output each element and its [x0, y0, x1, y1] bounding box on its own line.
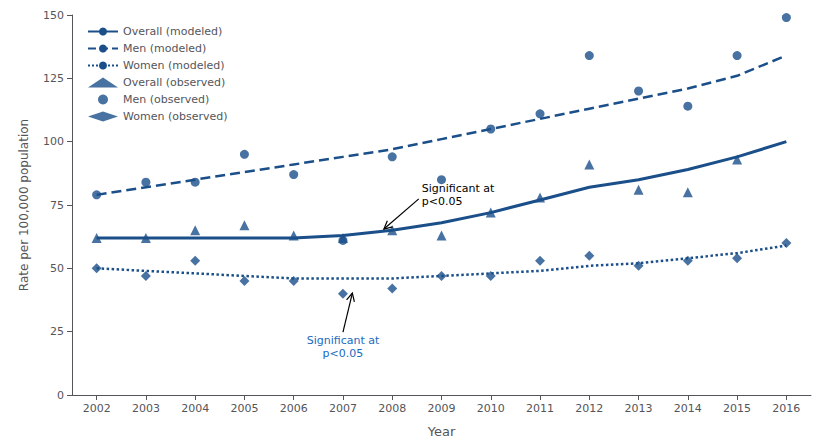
svg-text:2006: 2006 — [280, 402, 308, 415]
svg-text:Women (modeled): Women (modeled) — [123, 59, 225, 72]
svg-text:75: 75 — [50, 199, 64, 212]
svg-text:Significant at: Significant at — [307, 334, 380, 347]
svg-text:0: 0 — [57, 389, 64, 402]
svg-text:Overall (observed): Overall (observed) — [123, 76, 225, 89]
svg-text:Year: Year — [427, 424, 456, 439]
svg-text:2007: 2007 — [329, 402, 357, 415]
svg-text:Significant at: Significant at — [422, 182, 495, 195]
svg-text:Women (observed): Women (observed) — [123, 110, 228, 123]
svg-text:2014: 2014 — [674, 402, 702, 415]
svg-text:25: 25 — [50, 325, 64, 338]
svg-text:2008: 2008 — [378, 402, 406, 415]
svg-text:2011: 2011 — [526, 402, 554, 415]
svg-text:Men (observed): Men (observed) — [123, 93, 209, 106]
svg-text:50: 50 — [50, 262, 64, 275]
svg-text:2003: 2003 — [132, 402, 160, 415]
svg-text:p<0.05: p<0.05 — [323, 347, 364, 360]
svg-text:Rate per 100,000 population: Rate per 100,000 population — [17, 119, 31, 291]
svg-text:Men (modeled): Men (modeled) — [123, 42, 206, 55]
svg-text:150: 150 — [43, 9, 64, 22]
svg-text:2015: 2015 — [723, 402, 751, 415]
svg-text:2010: 2010 — [477, 402, 505, 415]
svg-text:Overall (modeled): Overall (modeled) — [123, 25, 222, 38]
svg-text:2012: 2012 — [575, 402, 603, 415]
svg-text:2013: 2013 — [625, 402, 653, 415]
svg-text:2002: 2002 — [83, 402, 111, 415]
svg-text:100: 100 — [43, 135, 64, 148]
svg-text:2005: 2005 — [230, 402, 258, 415]
svg-text:2009: 2009 — [428, 402, 456, 415]
svg-text:125: 125 — [43, 72, 64, 85]
svg-text:2004: 2004 — [181, 402, 209, 415]
svg-text:p<0.05: p<0.05 — [422, 195, 463, 208]
svg-text:2016: 2016 — [772, 402, 800, 415]
